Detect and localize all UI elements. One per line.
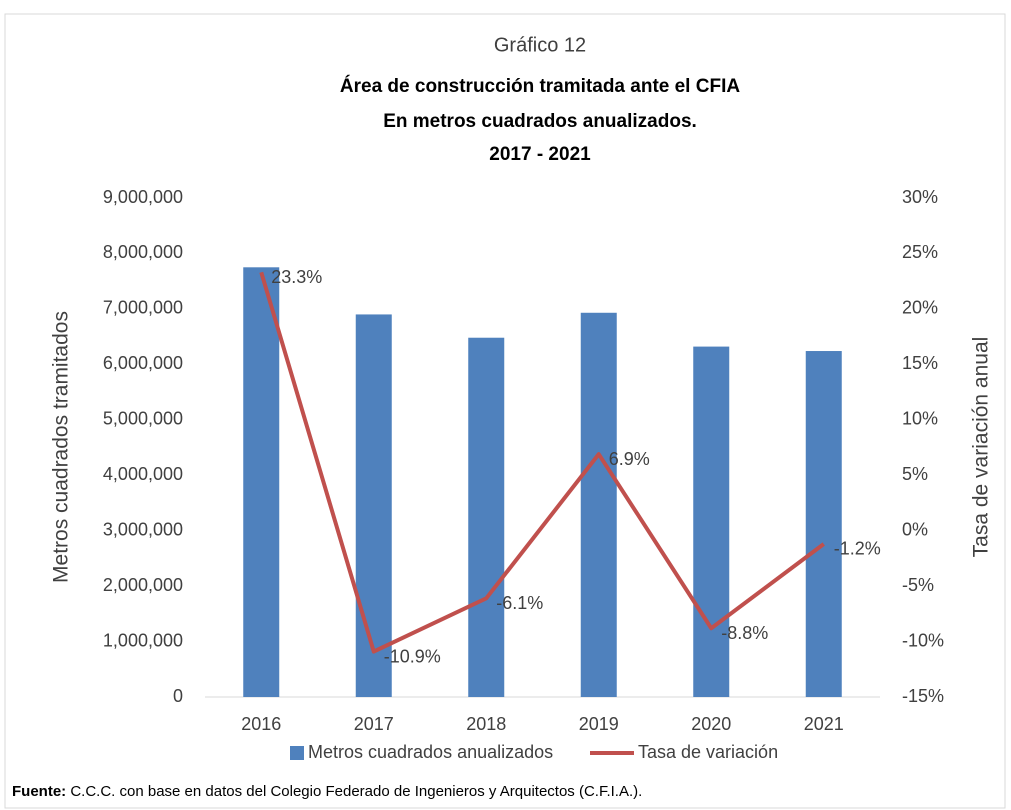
legend-label: Tasa de variación <box>638 742 778 762</box>
bar <box>468 337 505 697</box>
x-tick-label: 2020 <box>691 714 731 734</box>
bar <box>355 314 392 697</box>
legend-swatch <box>290 746 304 760</box>
y-tick-label: 9,000,000 <box>103 187 183 207</box>
y-tick-label: 5,000,000 <box>103 409 183 429</box>
y2-tick-label: 10% <box>902 409 938 429</box>
source-text: C.C.C. con base en datos del Colegio Fed… <box>66 783 642 800</box>
chart-subtitle: Área de construcción tramitada ante el C… <box>340 75 740 97</box>
x-tick-label: 2021 <box>804 714 844 734</box>
y-tick-label: 3,000,000 <box>103 519 183 539</box>
data-label: -10.9% <box>384 646 441 666</box>
y2-tick-label: 20% <box>902 298 938 318</box>
source-note: Fuente: C.C.C. con base en datos del Col… <box>12 783 642 800</box>
chart-subtitle: 2017 - 2021 <box>489 144 591 165</box>
y2-tick-label: -5% <box>902 575 934 595</box>
y2-tick-label: 30% <box>902 187 938 207</box>
y-tick-label: 4,000,000 <box>103 464 183 484</box>
y2-tick-label: 0% <box>902 519 928 539</box>
y2-tick-label: 15% <box>902 353 938 373</box>
data-label: -1.2% <box>834 539 881 559</box>
y-tick-label: 7,000,000 <box>103 298 183 318</box>
y-tick-label: 2,000,000 <box>103 575 183 595</box>
data-label: -6.1% <box>496 593 543 613</box>
y2-tick-label: -15% <box>902 686 944 706</box>
x-tick-label: 2017 <box>354 714 394 734</box>
y-tick-label: 6,000,000 <box>103 353 183 373</box>
y2-tick-label: -10% <box>902 630 944 650</box>
data-label: -8.8% <box>721 623 768 643</box>
y2-axis-title: Tasa de variación anual <box>970 337 993 558</box>
data-label: 23.3% <box>271 267 322 287</box>
y-axis-title: Metros cuadrados tramitados <box>50 311 73 583</box>
chart-title: Gráfico 12 <box>494 34 586 56</box>
legend-label: Metros cuadrados anualizados <box>308 742 553 762</box>
y2-tick-label: 25% <box>902 242 938 262</box>
x-tick-label: 2016 <box>241 714 281 734</box>
chart-subtitle: En metros cuadrados anualizados. <box>383 111 697 132</box>
x-tick-label: 2019 <box>579 714 619 734</box>
y-tick-label: 0 <box>173 686 183 706</box>
y-tick-label: 8,000,000 <box>103 242 183 262</box>
data-label: 6.9% <box>609 449 650 469</box>
source-label: Fuente: <box>12 783 66 800</box>
y2-tick-label: 5% <box>902 464 928 484</box>
bar <box>580 312 617 697</box>
line <box>259 271 825 654</box>
x-tick-label: 2018 <box>466 714 506 734</box>
bar <box>805 351 842 697</box>
y-tick-label: 1,000,000 <box>103 630 183 650</box>
bar <box>243 267 280 697</box>
bar <box>693 346 730 697</box>
